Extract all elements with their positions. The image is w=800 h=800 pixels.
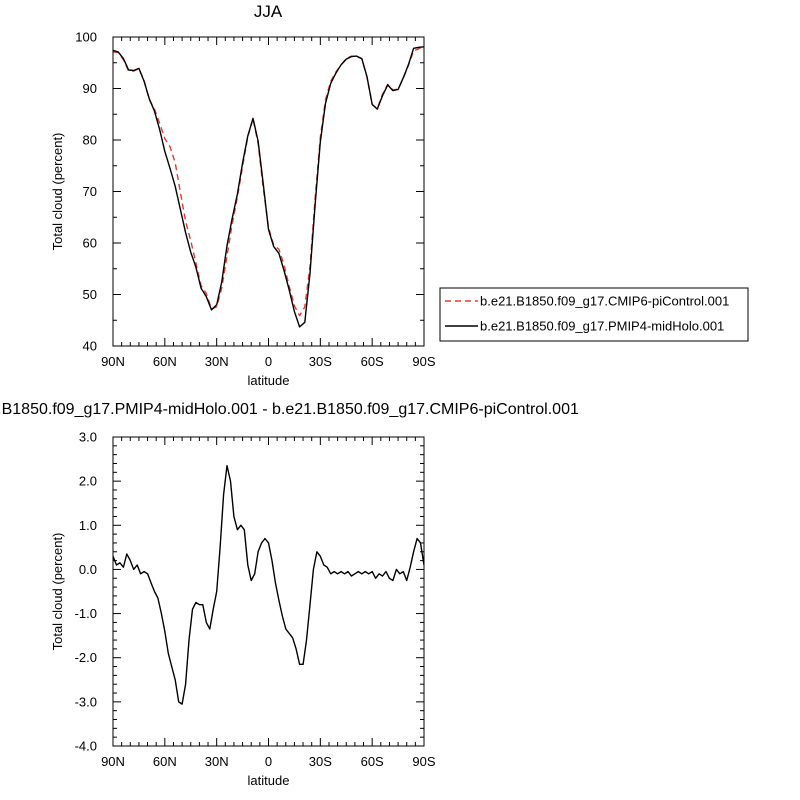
bottom-ytick-label: -1.0 — [75, 606, 97, 621]
top-series-line-0 — [113, 45, 424, 317]
bottom-plot-frame — [112, 436, 425, 747]
bottom-series-line-0 — [113, 465, 424, 705]
top-xtick-label: 90S — [412, 354, 435, 369]
top-ytick-label: 60 — [83, 236, 97, 251]
bottom-ytick-label: 0.0 — [79, 562, 97, 577]
bottom-xtick-label: 0 — [265, 754, 272, 769]
bottom-ytick-label: -2.0 — [75, 650, 97, 665]
top-series-line-1 — [113, 46, 424, 328]
top-chart-title: JJA — [254, 2, 283, 21]
bottom-ytick-label: 2.0 — [79, 474, 97, 489]
top-xtick-label: 30S — [309, 354, 332, 369]
bottom-xtick-label: 30N — [205, 754, 229, 769]
bottom-ytick-label: 3.0 — [79, 430, 97, 445]
top-ytick-label: 80 — [83, 133, 97, 148]
bottom-xtick-label: 60S — [361, 754, 384, 769]
bottom-xtick-label: 30S — [309, 754, 332, 769]
top-ytick-label: 100 — [75, 30, 97, 45]
legend-box — [439, 287, 749, 342]
top-ytick-label: 50 — [83, 287, 97, 302]
bottom-x-axis-label: latitude — [248, 773, 290, 788]
top-xtick-label: 0 — [265, 354, 272, 369]
bottom-xtick-label: 90N — [101, 754, 125, 769]
bottom-xtick-label: 60N — [153, 754, 177, 769]
bottom-ytick-label: -3.0 — [75, 694, 97, 709]
legend-label-1: b.e21.B1850.f09_g17.PMIP4-midHolo.001 — [480, 319, 724, 334]
bottom-ytick-label: -4.0 — [75, 739, 97, 754]
top-ytick-label: 70 — [83, 184, 97, 199]
top-ytick-label: 90 — [83, 81, 97, 96]
top-xtick-label: 90N — [101, 354, 125, 369]
top-xtick-label: 30N — [205, 354, 229, 369]
top-plot-frame — [112, 36, 425, 347]
top-xtick-label: 60N — [153, 354, 177, 369]
bottom-y-axis-label: Total cloud (percent) — [50, 533, 65, 651]
top-xtick-label: 60S — [361, 354, 384, 369]
bottom-chart-title: b.e21.B1850.f09_g17.PMIP4-midHolo.001 - … — [0, 401, 579, 418]
legend-label-0: b.e21.B1850.f09_g17.CMIP6-piControl.001 — [480, 294, 729, 309]
top-y-axis-label: Total cloud (percent) — [50, 133, 65, 251]
top-x-axis-label: latitude — [248, 373, 290, 388]
bottom-ytick-label: 1.0 — [79, 518, 97, 533]
bottom-xtick-label: 90S — [412, 754, 435, 769]
top-ytick-label: 40 — [83, 339, 97, 354]
